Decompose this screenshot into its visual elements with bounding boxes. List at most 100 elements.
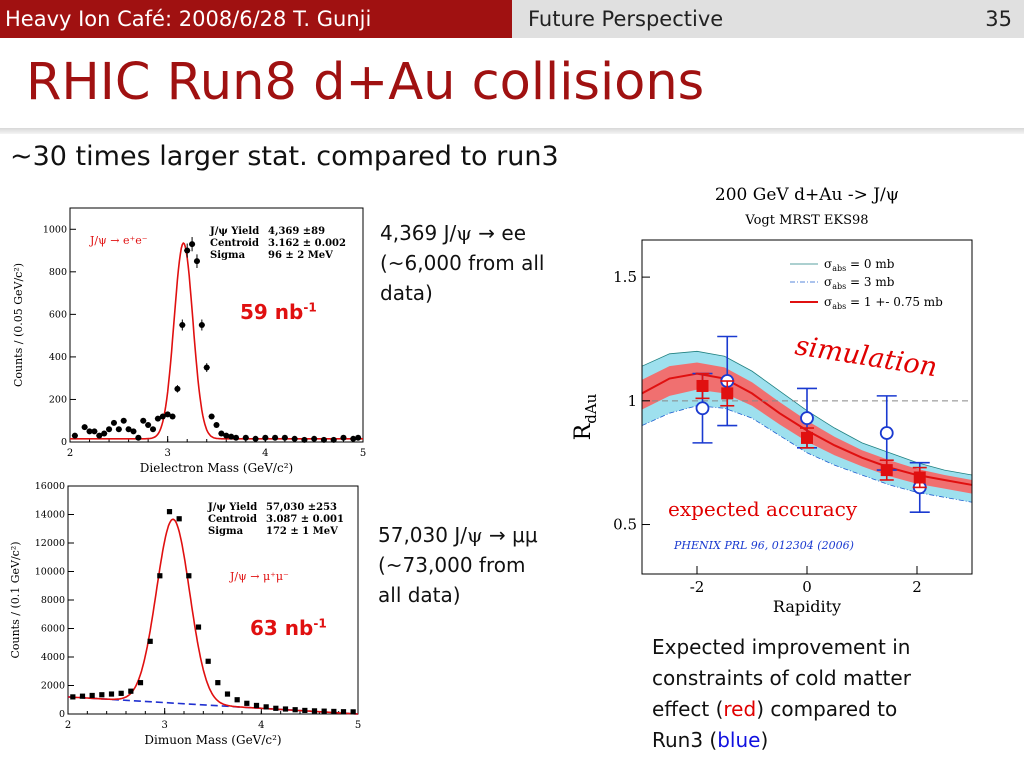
data-point — [106, 426, 113, 433]
data-point — [198, 322, 205, 328]
data-point — [176, 516, 182, 522]
y-tick-label: 16000 — [35, 481, 65, 492]
data-point — [262, 434, 269, 441]
data-point — [186, 573, 192, 579]
data-point — [234, 697, 240, 703]
x-tick-label: 5 — [360, 448, 366, 459]
conclusion-line2: constraints of cold matter — [652, 666, 911, 690]
x-tick-label: -2 — [690, 578, 705, 596]
data-point — [273, 705, 279, 711]
data-point — [355, 434, 362, 441]
data-point — [130, 428, 137, 435]
stat-label: Sigma — [210, 250, 246, 261]
stat-value: 3.162 ± 0.002 — [268, 238, 346, 249]
data-point — [330, 436, 337, 443]
data-point — [228, 433, 235, 440]
stat-value: 172 ± 1 MeV — [266, 526, 338, 537]
y-tick-label: 10000 — [35, 567, 65, 578]
simulation-label: simulation — [793, 330, 939, 383]
data-point — [331, 708, 337, 715]
data-point — [71, 432, 78, 439]
stat-label: J/ψ Yield — [209, 226, 259, 237]
data-point — [224, 691, 231, 697]
data-point — [311, 708, 318, 714]
y-tick-label: 600 — [49, 309, 67, 320]
x-axis-label: Rapidity — [773, 597, 841, 616]
data-point — [169, 413, 176, 420]
data-point — [164, 411, 171, 418]
title-divider — [0, 128, 1024, 134]
chart-subtitle: Vogt MRST EKS98 — [744, 213, 868, 228]
data-point — [292, 707, 298, 713]
data-point — [253, 702, 260, 709]
data-point — [184, 247, 191, 254]
data-point — [218, 430, 225, 437]
stat-value: 4,369 ±89 — [268, 226, 325, 237]
data-point — [291, 435, 298, 442]
dimuon-mass-plot: 2 3 4 5 0 2000 4000 6000 8000 10000 12000 14000 1600… — [9, 481, 361, 747]
mumu-luminosity-label: 63 nb-1 — [250, 616, 327, 640]
y-tick-label: 200 — [49, 394, 67, 405]
plot-frame — [69, 207, 364, 443]
rdau-rapidity-plot: 200 GeV d+Au -> J/ψ Vogt MRST EKS98 -2 0 2 0.… — [571, 185, 973, 616]
x-tick-label: 0 — [802, 578, 812, 596]
data-point — [301, 436, 308, 443]
y-tick-label: 4000 — [41, 652, 65, 663]
x-tick-label: 2 — [65, 720, 71, 731]
page-number: 35 — [985, 7, 1012, 31]
data-point — [350, 709, 356, 715]
header-event-text: Heavy Ion Café: 2008/6/28 T. Gunji — [5, 7, 372, 31]
data-point — [252, 435, 259, 442]
stat-value: 3.087 ± 0.001 — [266, 514, 344, 525]
data-point — [128, 688, 134, 694]
y-tick-label: 8000 — [41, 595, 65, 606]
data-point — [154, 415, 161, 422]
mumu-note-line3: all data) — [378, 583, 461, 607]
mumu-note-line2: (~73,000 from — [378, 553, 526, 577]
data-point — [159, 413, 166, 420]
signal-fit-line — [67, 518, 359, 715]
data-point — [213, 421, 220, 428]
data-point — [96, 432, 103, 439]
data-point — [302, 707, 308, 714]
run3-data-point — [879, 426, 894, 440]
conclusion-line4: Run3 (blue) — [652, 728, 769, 752]
citation-label: PHENIX PRL 96, 012304 (2006) — [673, 539, 854, 552]
data-point — [79, 693, 86, 699]
conclusion-line3: effect (red) compared to — [652, 697, 898, 721]
data-point — [311, 435, 318, 442]
stat-label: J/ψ Yield — [207, 502, 257, 513]
data-point — [340, 709, 347, 715]
run8-data-point — [696, 379, 709, 392]
data-point — [242, 434, 249, 441]
data-point — [340, 434, 347, 441]
data-point — [86, 428, 93, 435]
data-point — [244, 700, 250, 706]
data-point — [145, 421, 152, 428]
y-axis-label: Counts / (0.1 GeV/c²) — [9, 541, 22, 658]
y-axis-subscript: dAu — [582, 393, 600, 423]
run8-data-point — [880, 464, 893, 477]
blue-word: blue — [717, 728, 761, 752]
slide-subtitle: ~30 times larger stat. compared to run3 — [10, 141, 559, 172]
data-point — [147, 638, 153, 644]
data-point — [174, 385, 181, 392]
channel-label: J/ψ → μ⁺μ⁻ — [229, 570, 289, 583]
data-point — [350, 435, 357, 442]
run8-data-point — [801, 431, 813, 444]
data-point — [91, 428, 98, 435]
x-tick-label: 3 — [164, 448, 170, 459]
stat-value: 57,030 ±253 — [266, 502, 337, 513]
y-axis-label: Counts / (0.05 GeV/c²) — [12, 263, 25, 387]
data-point — [281, 434, 288, 441]
dielectron-mass-plot: 2 3 4 5 0 200 400 600 800 1000 Dielectron Mass (Ge… — [12, 207, 366, 475]
data-point — [115, 426, 122, 433]
x-tick-label: 3 — [161, 720, 167, 731]
data-point — [157, 573, 163, 579]
data-point — [150, 426, 157, 433]
x-tick-label: 2 — [67, 448, 73, 459]
data-point — [137, 680, 144, 686]
y-tick-label: 0 — [61, 437, 67, 448]
y-tick-label: 14000 — [35, 510, 65, 521]
data-point — [89, 692, 95, 699]
